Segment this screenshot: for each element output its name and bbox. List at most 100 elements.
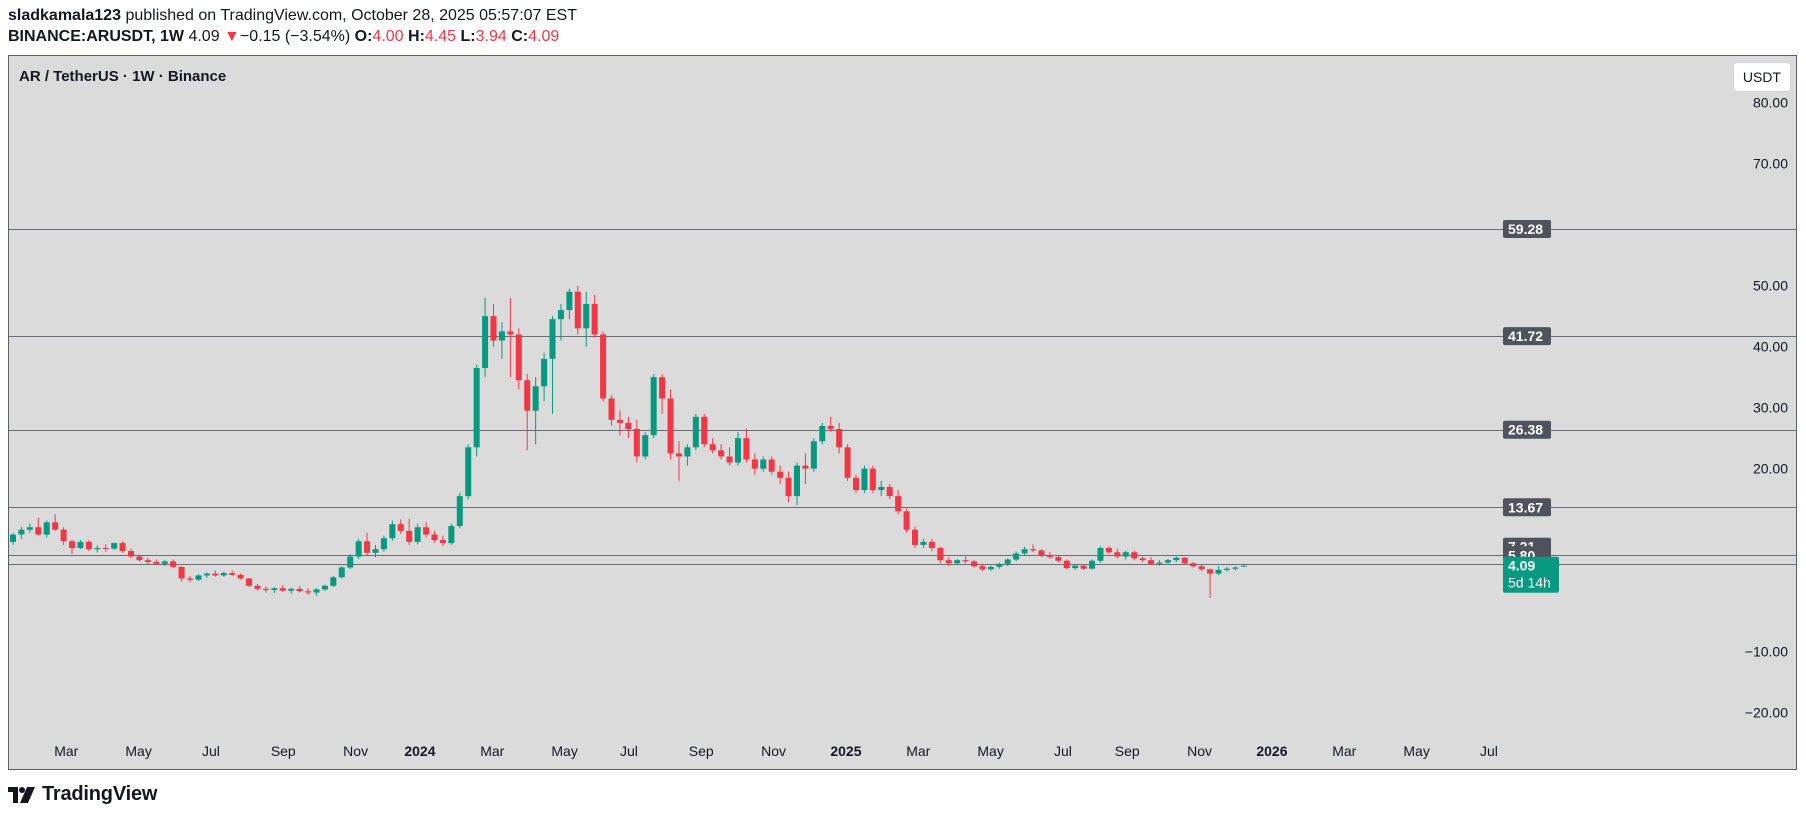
candle-body [229,572,236,575]
candle-body [423,527,430,535]
candle-body [246,578,253,586]
candle-body [1021,549,1028,554]
level-tag: 41.72 [1508,328,1543,344]
candle-body [954,560,961,564]
candle-body [515,334,522,381]
candle-body [271,588,278,591]
y-tick-label: 20.00 [1753,461,1788,477]
open-value: 4.00 [372,28,404,45]
candle-body [220,572,227,576]
candle-body [1198,566,1205,570]
x-tick-label: Nov [343,743,368,759]
candle-body [903,511,910,530]
candle-body [785,477,792,497]
publish-text: published on TradingView.com, October 28… [125,7,577,24]
candle-body [1038,550,1045,556]
candle-body [482,316,489,368]
candle-body [667,398,674,454]
bar-countdown: 5d 14h [1508,575,1551,591]
x-tick-label: May [125,743,151,759]
candle-body [793,465,800,497]
level-tag-bg [1503,420,1551,439]
close-value: 4.09 [528,28,560,45]
candle-body [212,573,219,576]
candle-body [1046,555,1053,558]
candle-body [616,419,623,423]
candle-body [187,578,194,580]
x-tick-label: 2026 [1256,743,1287,759]
candle-body [43,522,50,535]
candle-body [296,588,303,592]
candle-body [313,589,320,593]
low-label: L: [460,28,476,45]
candle-body [372,549,379,553]
x-tick-label: Mar [480,743,504,759]
candle-body [549,319,556,359]
candle-body [1013,553,1020,560]
chart-pane[interactable]: 80.00 70.00 50.00 40.00 30.00 20.00 −10.00 −20.… [8,55,1797,770]
close-label: C: [511,28,529,45]
level-tag-bg [1503,220,1551,239]
candle-body [1223,568,1230,570]
publisher-name[interactable]: sladkamala123 [8,7,121,24]
candle-body [802,465,809,469]
x-tick-label: 2025 [830,743,861,759]
level-tag: 13.67 [1508,499,1543,515]
candle-body [288,588,295,591]
candle-body [507,331,514,335]
x-tick-label: Jul [202,743,220,759]
candle-body [85,541,92,550]
candle-body [928,541,935,548]
candle-body [659,377,666,399]
candle-body [1232,567,1239,569]
x-tick-label: Sep [689,743,714,759]
candle-body [389,524,396,539]
candle-body [583,303,590,329]
candle-body [355,541,362,557]
candle-body [18,529,25,535]
last-price: 4.09 [188,28,220,45]
price-change: −0.15 (−3.54%) [239,28,351,45]
change-arrow-icon: ▼ [224,28,240,45]
candle-body [279,588,286,591]
candle-body [262,588,269,591]
x-tick-label: May [977,743,1003,759]
candle-body [1139,558,1146,561]
candle-body [853,477,859,491]
candle-body [338,567,345,578]
currency-unit-button[interactable]: USDT [1732,62,1791,92]
candle-body [675,453,682,457]
footer-brand[interactable]: TradingView [8,783,157,806]
candle-body [1131,552,1138,559]
candle-body [153,562,160,564]
candle-body [473,367,480,448]
publish-info: sladkamala123 published on TradingView.c… [8,7,577,25]
candle-body [718,450,725,457]
symbol-label: BINANCE:ARUSDT, 1W [8,28,184,45]
candlestick-chart[interactable]: 80.00 70.00 50.00 40.00 30.00 20.00 −10.00 −20.… [9,56,1797,770]
candle-body [971,561,978,567]
x-tick-label: Nov [1187,743,1212,759]
candle-body [136,556,143,561]
candle-body [684,447,691,457]
candle-body [557,310,564,320]
candle-body [498,331,505,341]
candle-body [566,291,573,311]
candle-body [878,486,885,491]
x-tick-label: Nov [761,743,786,759]
candle-body [827,425,834,430]
candle-body [844,447,851,478]
candle-body [524,380,531,411]
candle-body [895,496,902,512]
candle-body [254,585,261,589]
y-tick-label: 70.00 [1753,156,1788,172]
candle-body [161,561,168,564]
candle-body [600,334,607,399]
candle-body [94,547,101,550]
x-tick-label: 2024 [404,743,435,759]
x-tick-label: Jul [1480,743,1498,759]
candle-body [777,471,784,478]
high-label: H: [408,28,425,45]
current-price-tag: 4.09 [1508,558,1535,574]
candle-body [886,486,893,497]
